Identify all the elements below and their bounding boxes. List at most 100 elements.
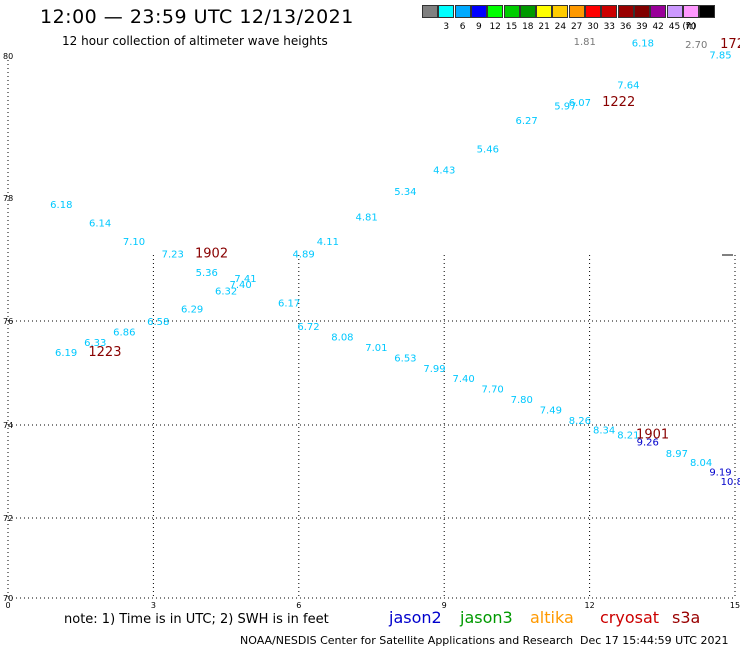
wave-height-point: 9.26 xyxy=(637,437,659,448)
legend-label: 21 xyxy=(538,22,550,32)
wave-height-point: 4.43 xyxy=(433,166,455,177)
wave-height-point: 9.19 xyxy=(709,468,731,479)
legend-swatch xyxy=(568,5,585,18)
x-tick-label: 3 xyxy=(151,601,156,610)
wave-height-point: 7.85 xyxy=(709,50,731,61)
x-tick-label: 0 xyxy=(5,601,10,610)
chart-subtitle: 12 hour collection of altimeter wave hei… xyxy=(62,34,328,48)
credit-line: NOAA/NESDIS Center for Satellite Applica… xyxy=(240,634,574,647)
legend-swatch xyxy=(633,5,650,18)
wave-height-point: 5.97 xyxy=(554,102,576,113)
wave-height-point: 8.08 xyxy=(331,333,353,344)
wave-height-point: 6.33 xyxy=(84,338,106,349)
wave-height-point: 8.04 xyxy=(690,458,712,469)
legend-label: 33 xyxy=(603,22,616,32)
wave-height-point: 6.86 xyxy=(113,327,135,338)
y-tick-label: 72 xyxy=(3,514,13,523)
legend-swatch xyxy=(682,5,699,18)
track-id-label: 1223 xyxy=(88,345,121,360)
legend-swatch xyxy=(422,5,438,18)
y-tick-label: 78 xyxy=(3,194,13,203)
wave-height-point: 4.89 xyxy=(293,249,315,260)
satellite-label-altika: altika xyxy=(530,608,574,627)
legend-label: 9 xyxy=(476,22,482,32)
y-tick-label: 80 xyxy=(3,52,13,61)
legend-swatch xyxy=(454,5,471,18)
wave-height-point: 6.07 xyxy=(569,98,591,109)
legend-label: 39 xyxy=(636,22,648,32)
wave-height-point: 7.70 xyxy=(482,385,504,396)
legend-swatch xyxy=(438,5,455,18)
wave-height-point: 6.27 xyxy=(515,116,537,127)
wave-height-point: 6.18 xyxy=(50,200,72,211)
wave-height-point: 4.11 xyxy=(317,237,339,248)
legend-unit: (ft) xyxy=(682,22,696,32)
wave-height-point: 7.41 xyxy=(234,274,256,285)
wave-height-point: 7.10 xyxy=(123,237,145,248)
wave-height-point: 6.72 xyxy=(297,322,319,333)
y-tick-label: 76 xyxy=(3,317,13,326)
wave-height-point: 7.49 xyxy=(540,405,562,416)
wave-height-point: 7.40 xyxy=(230,280,252,291)
wave-height-point: 6.29 xyxy=(181,305,203,316)
wave-height-point: 5.34 xyxy=(394,187,416,198)
wave-height-point: 7.23 xyxy=(162,249,184,260)
legend-swatch xyxy=(552,5,569,18)
wave-height-point: 6.19 xyxy=(55,348,77,359)
chart-title: 12:00 — 23:59 UTC 12/13/2021 xyxy=(40,6,354,28)
satellite-label-cryosat: cryosat xyxy=(600,608,660,627)
wave-height-point: 6.58 xyxy=(147,317,169,328)
track-id-label: 1901 xyxy=(636,427,669,442)
x-tick-label: 12 xyxy=(585,601,595,610)
legend-label: 36 xyxy=(619,22,632,32)
track-id-label: 1222 xyxy=(602,95,635,110)
wave-height-point: 8.34 xyxy=(593,426,615,437)
wave-height-point: 2.70 xyxy=(685,40,707,51)
legend-label: 15 xyxy=(505,22,518,32)
legend-swatch xyxy=(601,5,618,18)
legend-swatch xyxy=(470,5,487,18)
legend-swatch xyxy=(699,5,716,18)
legend-label: 70 xyxy=(685,22,697,32)
wave-height-point: 8.21 xyxy=(617,430,639,441)
legend-swatch xyxy=(650,5,667,18)
wave-height-point: 8.97 xyxy=(666,449,688,460)
legend-label: 3 xyxy=(443,22,450,32)
wave-height-point: 10.80 xyxy=(721,477,740,488)
track-id-label: 1902 xyxy=(195,246,228,261)
legend-label: 18 xyxy=(522,22,534,32)
legend-swatch xyxy=(487,5,504,18)
wave-height-point: 1.81 xyxy=(574,37,596,48)
wave-height-point: 7.80 xyxy=(511,395,533,406)
wave-height-point: 6.18 xyxy=(632,38,654,49)
wave-height-point: 7.64 xyxy=(617,80,639,91)
wave-height-point: 7.40 xyxy=(452,374,474,385)
wave-height-point: 7.01 xyxy=(365,343,387,354)
legend-label: 24 xyxy=(554,22,567,32)
wave-height-point: 5.36 xyxy=(196,268,218,279)
wave-height-point: 6.32 xyxy=(215,286,237,297)
wave-height-point: 6.17 xyxy=(278,299,300,310)
legend-label: 27 xyxy=(570,22,583,32)
x-tick-label: 6 xyxy=(296,601,301,610)
x-tick-label: 9 xyxy=(442,601,447,610)
legend-label: 6 xyxy=(459,22,466,32)
wave-height-point: 4.81 xyxy=(356,212,378,223)
footer-note: note: 1) Time is in UTC; 2) SWH is in fe… xyxy=(64,612,329,627)
wave-height-point: 7.99 xyxy=(423,364,445,375)
legend-swatch xyxy=(536,5,553,18)
legend-label: 30 xyxy=(587,22,599,32)
generated-timestamp: Dec 17 15:44:59 UTC 2021 xyxy=(580,634,729,647)
satellite-label-jason2: jason2 xyxy=(389,608,442,627)
legend-swatch xyxy=(503,5,520,18)
y-tick-label: 74 xyxy=(3,421,13,430)
wave-height-point: 6.14 xyxy=(89,219,111,230)
x-tick-label: 15 xyxy=(730,601,740,610)
legend-swatch xyxy=(519,5,536,18)
legend-label: 12 xyxy=(489,22,501,32)
wave-height-point: 5.46 xyxy=(477,144,499,155)
legend-swatch xyxy=(585,5,601,18)
legend-label: 42 xyxy=(652,22,664,32)
legend-swatch xyxy=(666,5,683,18)
